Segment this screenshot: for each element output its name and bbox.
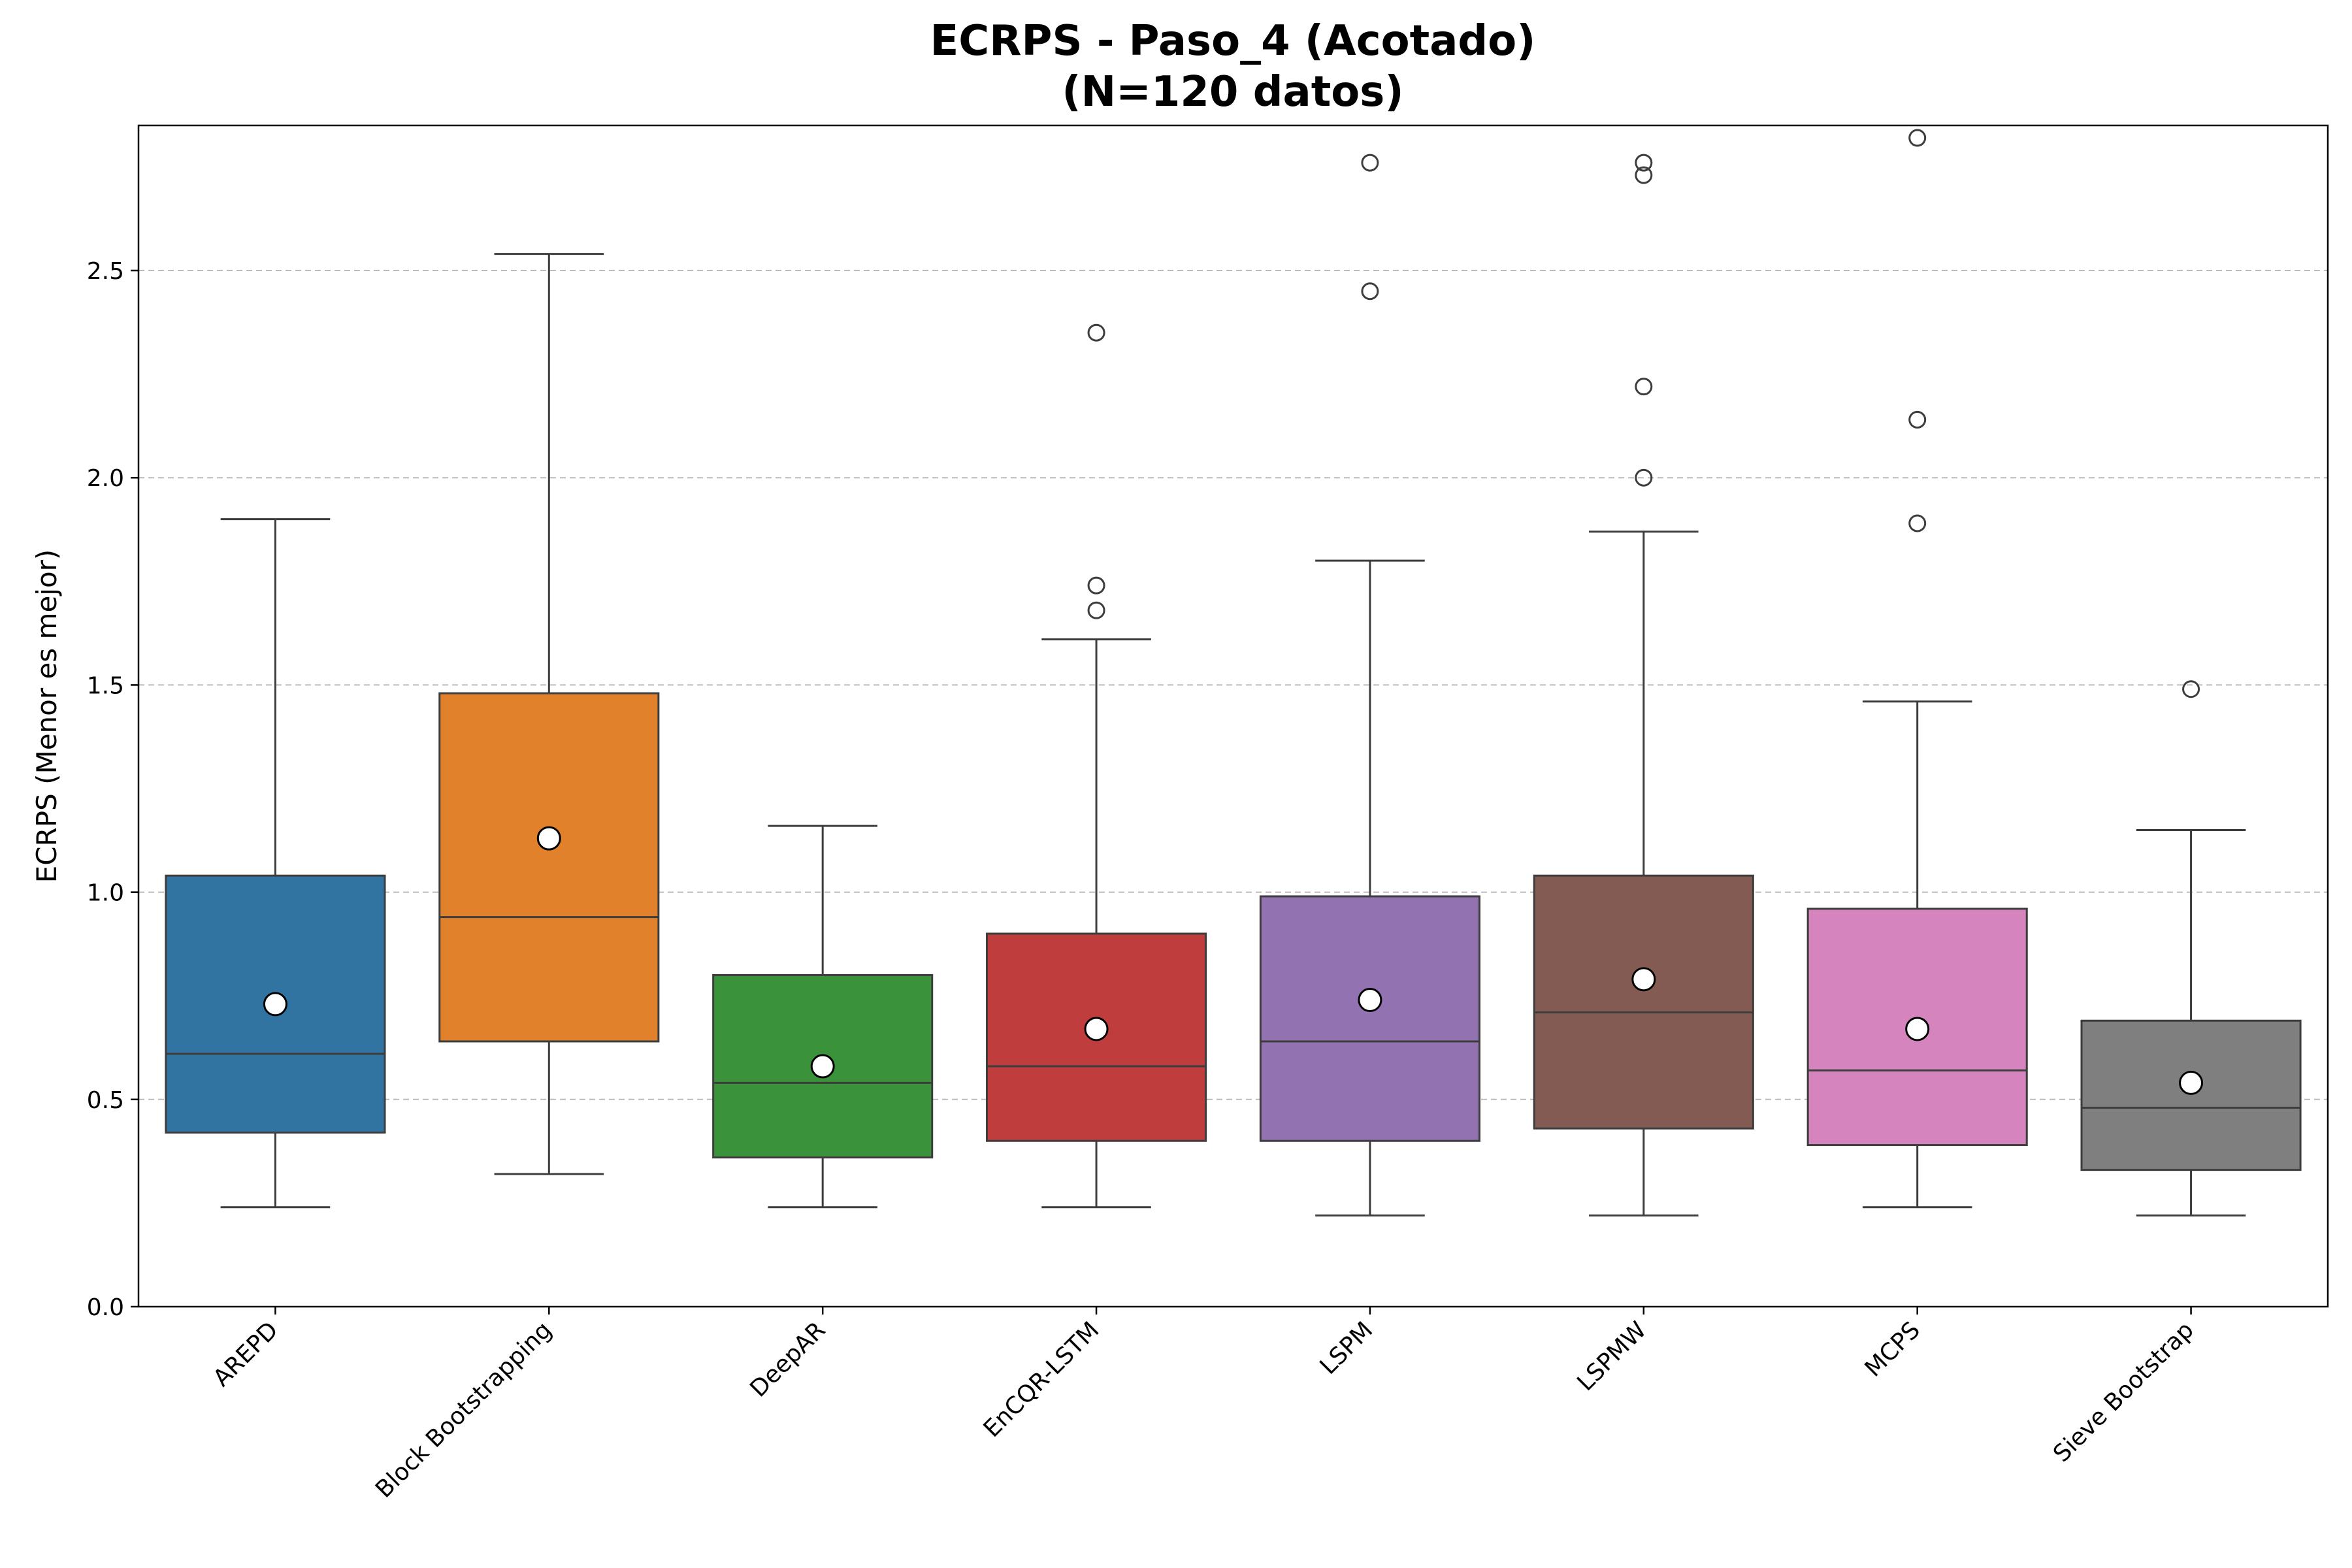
y-tick-label: 1.0 bbox=[87, 880, 124, 907]
x-tick-label: AREPD bbox=[208, 1316, 284, 1392]
mean-marker bbox=[1358, 988, 1382, 1013]
outlier-point bbox=[1908, 514, 1927, 532]
boxplot-series bbox=[165, 129, 2302, 1217]
chart-subtitle: (N=120 datos) bbox=[1062, 68, 1403, 116]
box-deepar bbox=[712, 825, 934, 1209]
box-encqr-lstm bbox=[986, 323, 1207, 1209]
y-tick-label: 0.0 bbox=[87, 1294, 124, 1321]
iqr-box bbox=[1533, 874, 1754, 1130]
outlier-point bbox=[1087, 601, 1105, 619]
chart-title: ECRPS - Paso_4 (Acotado) bbox=[930, 17, 1536, 65]
iqr-box bbox=[2080, 1019, 2302, 1171]
y-tick-label: 0.5 bbox=[87, 1087, 124, 1114]
box-mcps bbox=[1806, 129, 2028, 1209]
box-block-bootstrapping bbox=[438, 253, 660, 1175]
y-axis-label: ECRPS (Menor es mejor) bbox=[31, 549, 63, 883]
outlier-point bbox=[1635, 154, 1653, 172]
x-axis: AREPD Block Bootstrapping DeepAR EnCQR-LSTM… bbox=[208, 1307, 2199, 1503]
outlier-point bbox=[1087, 323, 1105, 342]
x-tick-label: Sieve Bootstrap bbox=[2048, 1316, 2199, 1467]
outlier-point bbox=[1361, 282, 1379, 301]
outlier-point bbox=[1908, 410, 1927, 429]
outlier-point bbox=[1908, 129, 1927, 147]
y-tick-label: 2.0 bbox=[87, 465, 124, 492]
outlier-point bbox=[2182, 680, 2200, 698]
iqr-box bbox=[438, 692, 660, 1043]
x-tick-label: Block Bootstrapping bbox=[370, 1316, 557, 1503]
mean-marker bbox=[1631, 967, 1656, 992]
outlier-point bbox=[1635, 378, 1653, 396]
iqr-box bbox=[1259, 895, 1480, 1142]
y-tick-label: 1.5 bbox=[87, 672, 124, 699]
box-sieve-bootstrap bbox=[2080, 680, 2302, 1217]
mean-marker bbox=[1905, 1017, 1930, 1041]
box-lspmw bbox=[1533, 154, 1754, 1217]
plot-area-frame bbox=[137, 124, 2329, 1308]
mean-marker bbox=[1084, 1017, 1109, 1041]
x-tick-label: EnCQR-LSTM bbox=[979, 1316, 1105, 1443]
outlier-point bbox=[1635, 468, 1653, 487]
mean-marker bbox=[810, 1054, 835, 1079]
x-tick-label: MCPS bbox=[1860, 1316, 1925, 1382]
x-tick-label: LSPMW bbox=[1572, 1316, 1652, 1396]
mean-marker bbox=[536, 826, 561, 851]
outlier-point bbox=[1361, 154, 1379, 172]
mean-marker bbox=[2179, 1070, 2204, 1095]
x-tick-label: LSPM bbox=[1315, 1316, 1379, 1380]
mean-marker bbox=[263, 992, 287, 1017]
box-arepd bbox=[165, 518, 386, 1209]
outlier-point bbox=[1087, 576, 1105, 595]
box-lspm bbox=[1259, 154, 1480, 1217]
y-tick-label: 2.5 bbox=[87, 258, 124, 285]
x-tick-label: DeepAR bbox=[745, 1316, 830, 1402]
y-axis: 0.0 0.5 1.0 1.5 2.0 2.5 bbox=[87, 258, 139, 1321]
outlier-point bbox=[1635, 166, 1653, 184]
